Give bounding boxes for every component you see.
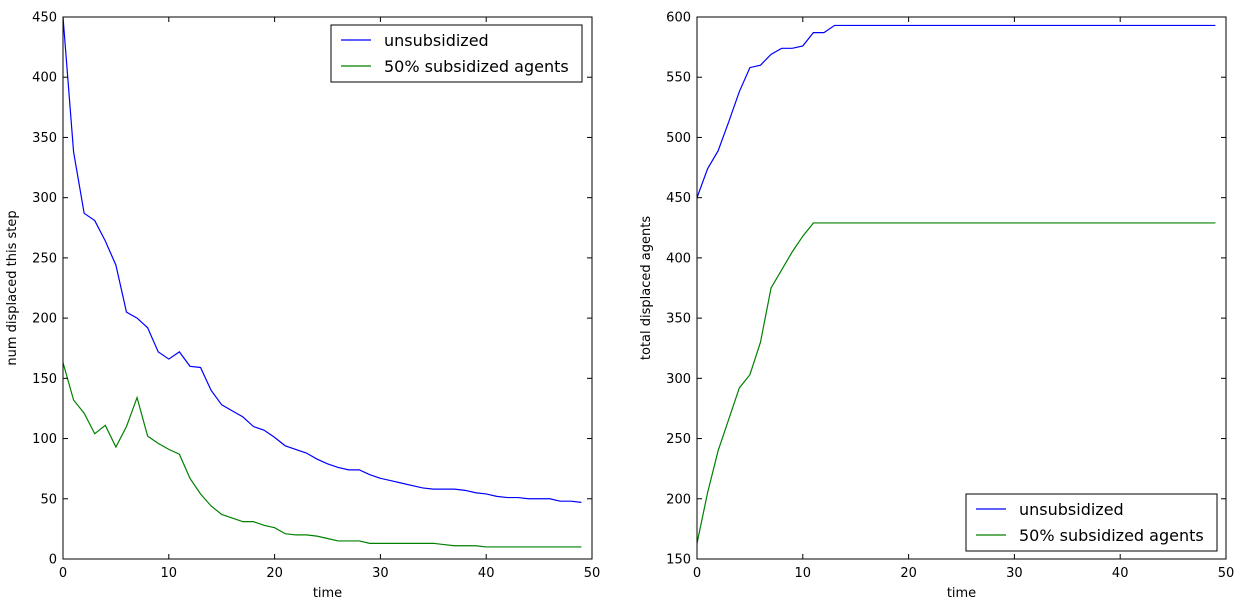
series-line-1 — [697, 24, 1216, 198]
y-tick-label: 0 — [49, 553, 57, 568]
x-tick-label: 50 — [1218, 566, 1235, 581]
y-tick-label: 300 — [32, 191, 57, 206]
y-tick-label: 600 — [666, 11, 691, 26]
y-tick-label: 200 — [32, 312, 57, 327]
y-tick-label: 250 — [32, 251, 57, 266]
legend-label-2: 50% subsidized agents — [1019, 526, 1204, 545]
y-tick-label: 300 — [666, 372, 691, 387]
x-axis-label: time — [313, 586, 342, 601]
x-tick-label: 10 — [161, 566, 178, 581]
subplot-2: 0 10 20 30 40 50 150 200 250 300 350 400 450 500 550 60… — [639, 11, 1234, 602]
subplot-1: 0 10 20 30 40 50 0 50 100 150 200 250 300 350 400 450 ti… — [5, 11, 600, 602]
y-tick-label: 150 — [666, 553, 691, 568]
y-tick-label: 250 — [666, 432, 691, 447]
legend-label-2: 50% subsidized agents — [384, 57, 569, 76]
legend: unsubsidized 50% subsidized agents — [965, 493, 1218, 552]
y-tick-label: 550 — [666, 71, 691, 86]
legend-box — [330, 24, 583, 83]
x-tick-label: 10 — [795, 566, 812, 581]
series-line-1 — [63, 17, 582, 503]
axes-frame — [696, 16, 1227, 560]
x-axis-label: time — [947, 586, 976, 601]
x-tick-label: 50 — [584, 566, 601, 581]
x-tick-label: 20 — [266, 566, 283, 581]
series-line-2 — [63, 362, 582, 548]
legend-label-1: unsubsidized — [384, 31, 489, 50]
y-tick-label: 450 — [32, 11, 57, 26]
y-tick-label: 100 — [32, 432, 57, 447]
x-tick-label: 30 — [372, 566, 389, 581]
y-tick-label: 400 — [32, 71, 57, 86]
x-tick-label: 30 — [1006, 566, 1023, 581]
y-axis-label: num displaced this step — [5, 210, 20, 365]
y-tick-label: 400 — [666, 251, 691, 266]
x-tick-label: 40 — [1112, 566, 1129, 581]
y-tick-label: 350 — [666, 312, 691, 327]
legend: unsubsidized 50% subsidized agents — [330, 24, 583, 83]
y-tick-label: 50 — [40, 492, 57, 507]
x-tick-label: 40 — [478, 566, 495, 581]
x-tick-label: 0 — [693, 566, 701, 581]
y-tick-label: 500 — [666, 131, 691, 146]
series-line-2 — [697, 222, 1216, 544]
y-tick-label: 350 — [32, 131, 57, 146]
x-tick-label: 20 — [900, 566, 917, 581]
y-tick-label: 450 — [666, 191, 691, 206]
y-tick-label: 150 — [32, 372, 57, 387]
legend-box — [965, 493, 1218, 552]
legend-label-1: unsubsidized — [1019, 500, 1124, 519]
y-tick-label: 200 — [666, 492, 691, 507]
x-tick-label: 0 — [59, 566, 67, 581]
axes-frame — [62, 16, 593, 560]
y-axis-label: total displaced agents — [639, 216, 654, 360]
